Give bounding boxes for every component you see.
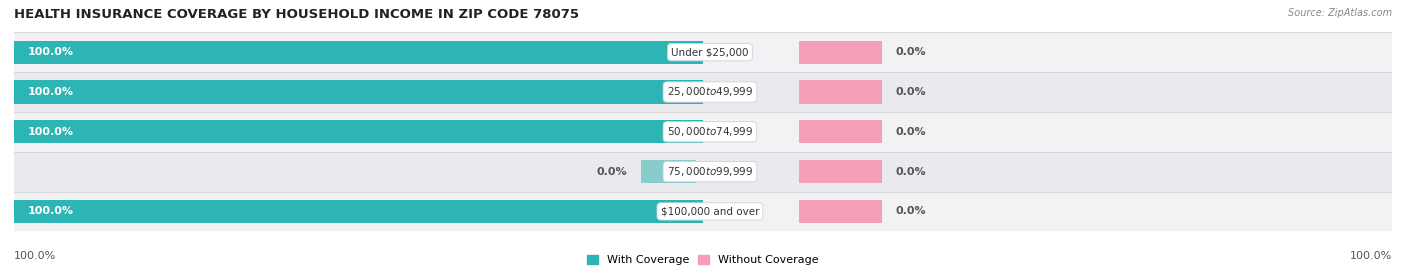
Text: 0.0%: 0.0% [596, 167, 627, 177]
Bar [14, 41, 703, 64]
Bar [14, 120, 703, 143]
Text: 0.0%: 0.0% [896, 167, 927, 177]
Text: 100.0%: 100.0% [28, 47, 75, 57]
Text: 100.0%: 100.0% [28, 127, 75, 137]
Text: 100.0%: 100.0% [28, 87, 75, 97]
Text: $50,000 to $74,999: $50,000 to $74,999 [666, 125, 754, 138]
Bar [800, 120, 882, 143]
Text: 100.0%: 100.0% [14, 251, 56, 261]
Bar [14, 192, 1392, 231]
Bar [14, 200, 703, 223]
Text: $25,000 to $49,999: $25,000 to $49,999 [666, 86, 754, 98]
Text: 0.0%: 0.0% [896, 206, 927, 217]
Bar [800, 80, 882, 104]
Bar [14, 112, 1392, 152]
Bar [641, 160, 696, 183]
Text: 0.0%: 0.0% [896, 127, 927, 137]
Text: HEALTH INSURANCE COVERAGE BY HOUSEHOLD INCOME IN ZIP CODE 78075: HEALTH INSURANCE COVERAGE BY HOUSEHOLD I… [14, 8, 579, 21]
Bar [14, 32, 1392, 72]
Bar [14, 72, 1392, 112]
Bar [800, 41, 882, 64]
Bar [14, 152, 1392, 192]
Bar [14, 80, 703, 104]
Text: 100.0%: 100.0% [28, 206, 75, 217]
Legend: With Coverage, Without Coverage: With Coverage, Without Coverage [582, 250, 824, 269]
Text: 0.0%: 0.0% [896, 47, 927, 57]
Text: $75,000 to $99,999: $75,000 to $99,999 [666, 165, 754, 178]
Text: Source: ZipAtlas.com: Source: ZipAtlas.com [1288, 8, 1392, 18]
Text: 100.0%: 100.0% [1350, 251, 1392, 261]
Text: Under $25,000: Under $25,000 [671, 47, 748, 57]
Bar [800, 160, 882, 183]
Text: $100,000 and over: $100,000 and over [661, 206, 759, 217]
Text: 0.0%: 0.0% [896, 87, 927, 97]
Bar [800, 200, 882, 223]
